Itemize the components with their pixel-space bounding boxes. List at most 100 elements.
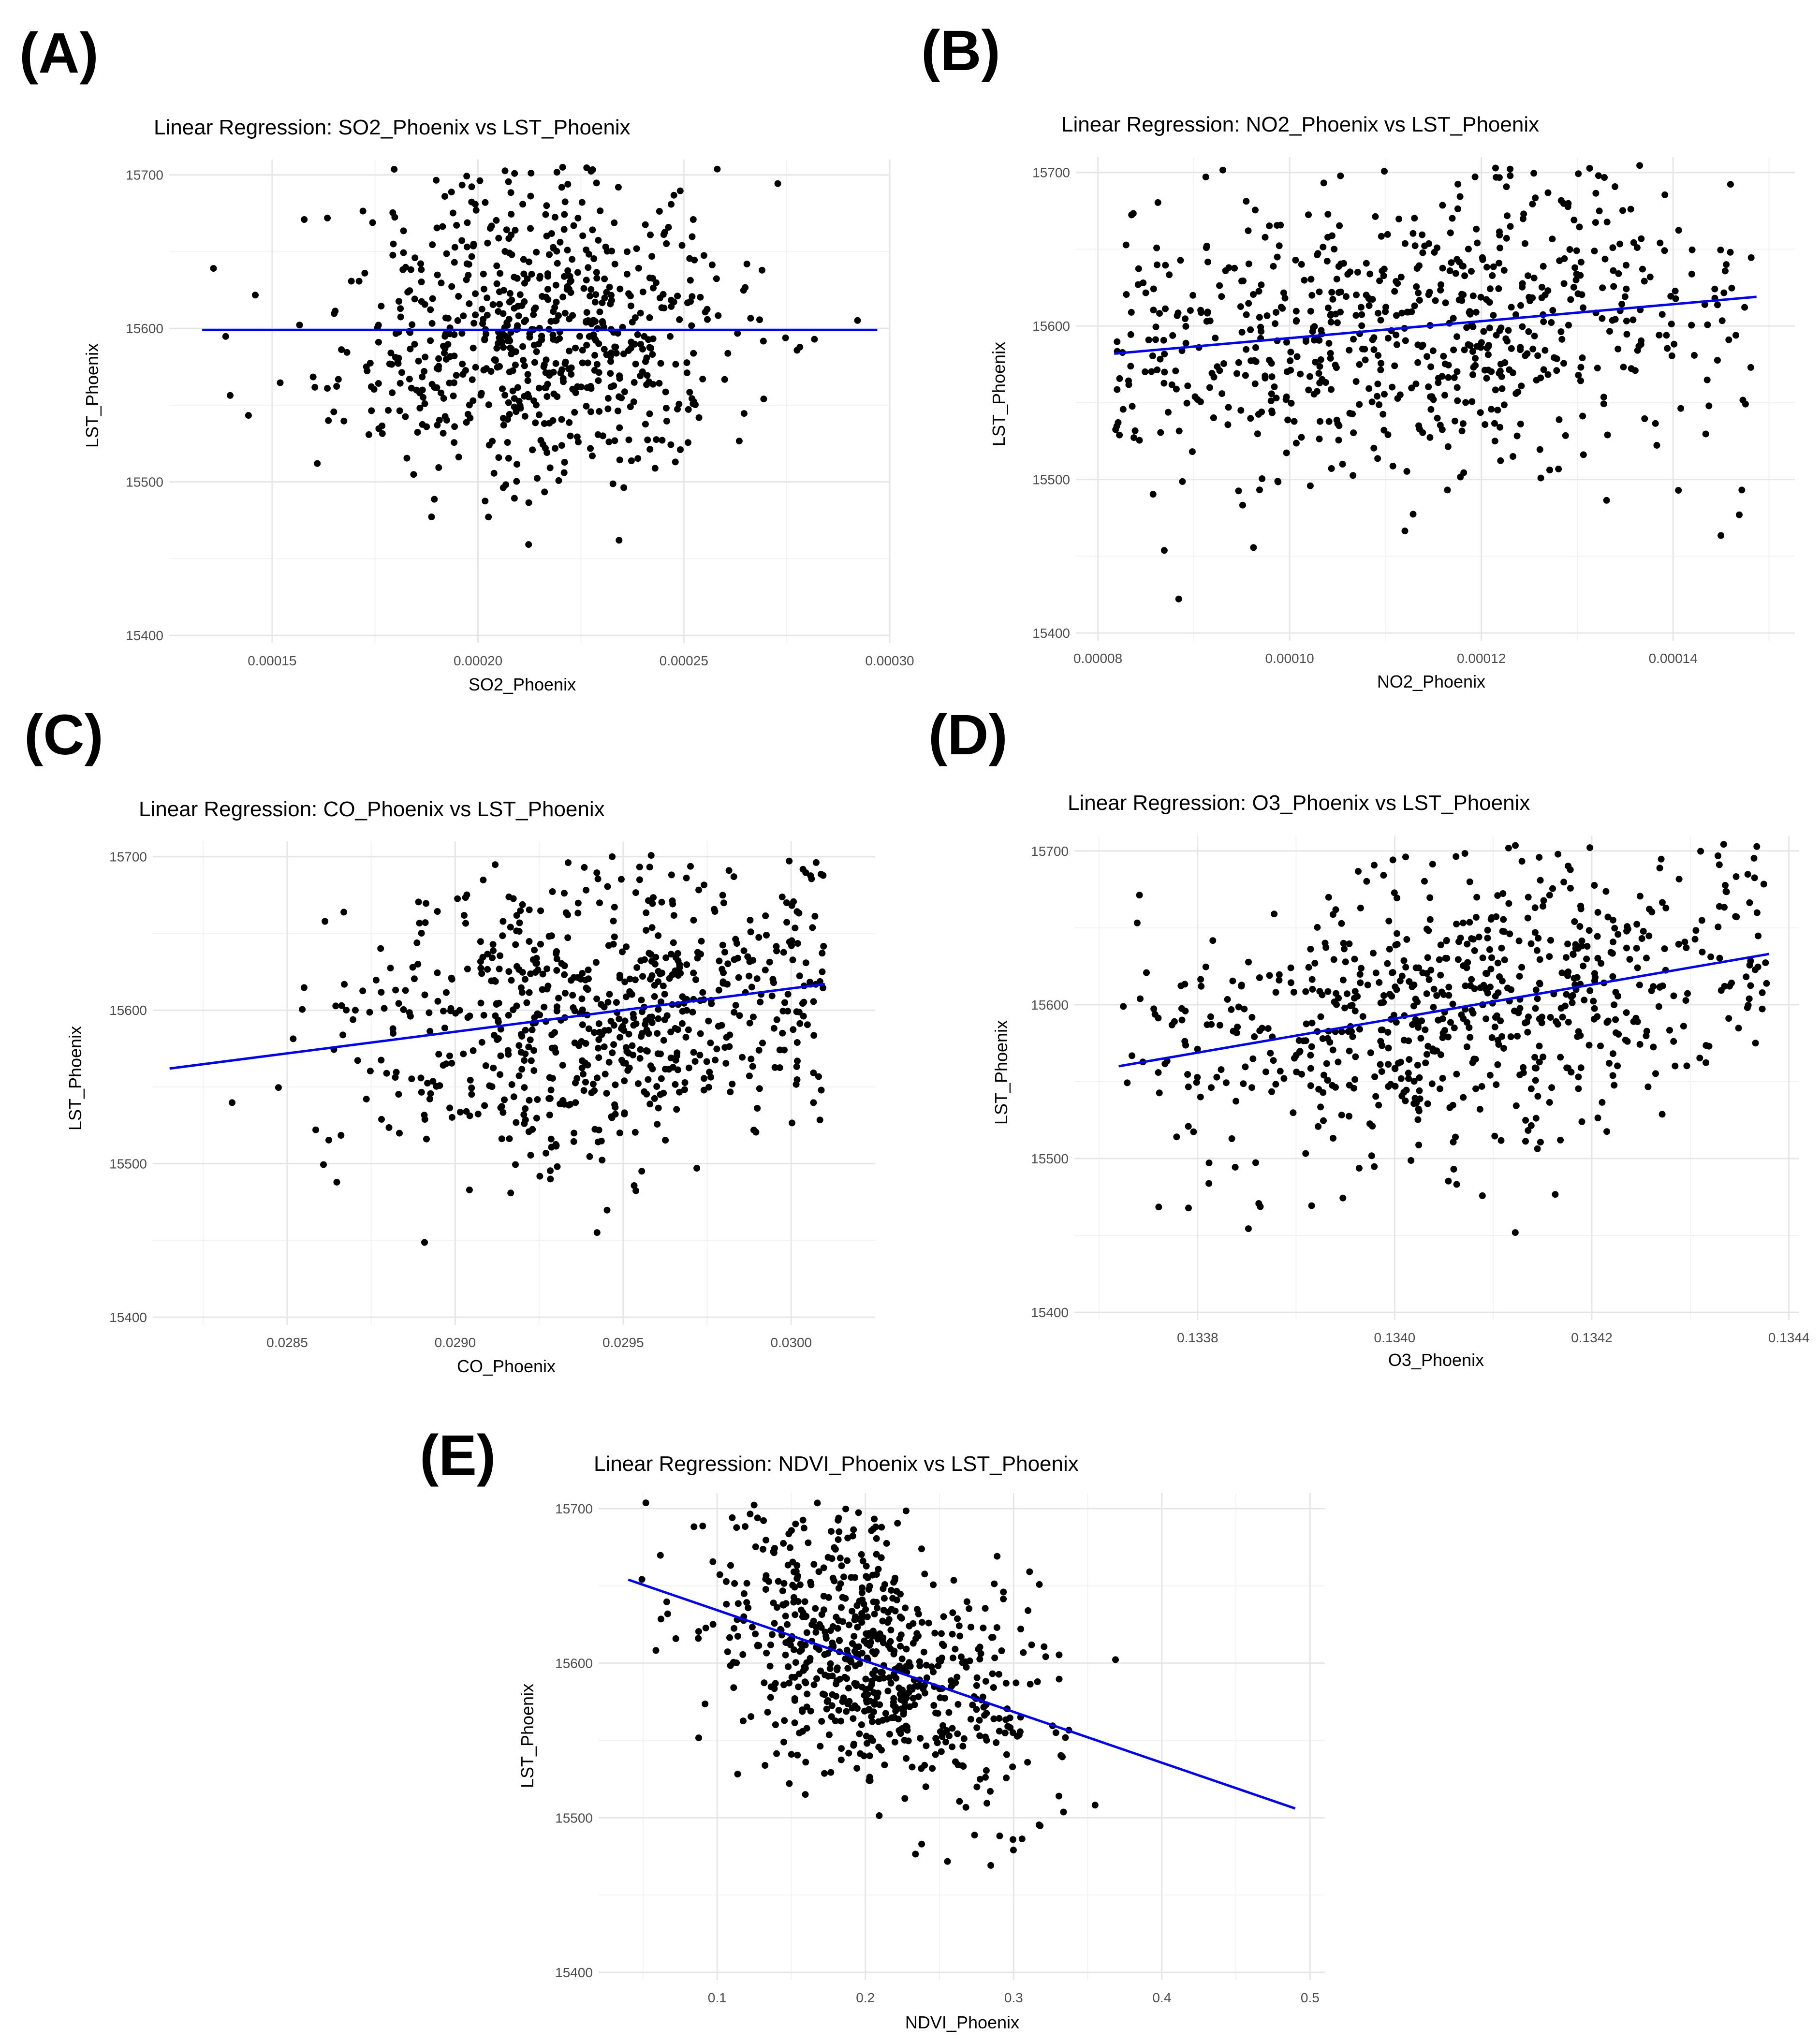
data-point-d: [1338, 1112, 1345, 1119]
data-point-d: [1342, 958, 1349, 966]
data-point-e: [792, 1611, 799, 1618]
data-point-c: [561, 890, 568, 897]
data-point-a: [612, 343, 619, 351]
data-point-e: [801, 1678, 808, 1686]
data-point-b: [1519, 283, 1526, 291]
data-point-c: [757, 998, 764, 1006]
data-point-d: [1536, 854, 1543, 861]
data-point-b: [1259, 475, 1266, 482]
data-point-e: [837, 1604, 845, 1611]
data-point-b: [1560, 280, 1568, 287]
data-point-c: [536, 1173, 543, 1180]
data-point-e: [885, 1642, 892, 1649]
data-point-a: [597, 207, 604, 215]
data-point-d: [1298, 1071, 1305, 1078]
data-point-a: [567, 278, 574, 285]
data-point-b: [1127, 331, 1134, 338]
data-point-e: [792, 1659, 799, 1666]
data-point-c: [795, 910, 803, 917]
data-point-a: [524, 371, 531, 378]
data-point-a: [583, 341, 590, 349]
data-point-c: [290, 1035, 297, 1042]
data-point-e: [820, 1564, 827, 1571]
data-point-b: [1498, 385, 1506, 392]
data-point-e: [990, 1684, 997, 1691]
data-point-e: [726, 1634, 733, 1641]
data-point-d: [1156, 1089, 1163, 1097]
data-point-c: [746, 1072, 753, 1080]
data-point-d: [1330, 1135, 1336, 1142]
data-point-d: [1332, 906, 1339, 913]
data-point-e: [949, 1725, 956, 1732]
data-point-a: [624, 248, 631, 255]
data-point-b: [1623, 262, 1629, 269]
data-point-a: [575, 439, 582, 446]
data-point-e: [1037, 1822, 1044, 1829]
data-point-a: [724, 350, 732, 357]
data-point-a: [642, 221, 649, 228]
data-point-a: [570, 222, 577, 229]
data-point-d: [1531, 929, 1539, 936]
data-point-c: [655, 1006, 662, 1013]
data-point-b: [1409, 230, 1417, 237]
data-point-a: [397, 305, 404, 312]
data-point-b: [1453, 256, 1461, 263]
data-point-e: [763, 1572, 770, 1579]
data-point-a: [616, 424, 623, 431]
data-point-a: [583, 277, 590, 284]
data-point-b: [1272, 320, 1279, 327]
data-point-a: [536, 273, 543, 280]
data-point-e: [816, 1646, 822, 1653]
data-point-a: [451, 379, 457, 386]
data-point-d: [1266, 972, 1273, 979]
data-point-c: [580, 1071, 587, 1078]
data-point-b: [1483, 264, 1490, 271]
data-point-d: [1417, 1035, 1424, 1042]
data-point-b: [1328, 386, 1335, 393]
data-point-a: [656, 208, 663, 215]
data-point-a: [644, 372, 651, 379]
data-point-a: [596, 408, 603, 415]
data-point-e: [763, 1537, 770, 1544]
data-point-c: [819, 968, 826, 975]
chart-title-c: Linear Regression: CO_Phoenix vs LST_Pho…: [139, 797, 605, 821]
data-point-c: [712, 1057, 719, 1064]
data-point-a: [543, 356, 550, 364]
data-point-a: [595, 377, 602, 384]
data-point-a: [222, 333, 229, 340]
data-point-a: [616, 372, 623, 380]
data-point-c: [705, 1017, 712, 1025]
data-point-e: [770, 1600, 777, 1607]
data-point-c: [547, 1086, 555, 1094]
data-point-c: [740, 947, 748, 954]
data-point-d: [1499, 890, 1507, 897]
data-point-a: [396, 380, 404, 387]
data-point-d: [1386, 945, 1393, 953]
data-point-d: [1594, 954, 1601, 962]
data-point-c: [794, 940, 801, 947]
data-point-a: [616, 456, 623, 464]
data-point-a: [676, 187, 684, 194]
data-point-e: [830, 1642, 837, 1649]
data-point-c: [713, 1045, 720, 1053]
data-point-a: [414, 429, 421, 436]
data-point-b: [1254, 430, 1261, 438]
data-point-c: [721, 1044, 729, 1051]
data-point-b: [1445, 362, 1452, 369]
data-point-d: [1643, 1032, 1650, 1040]
data-point-d: [1590, 998, 1597, 1005]
data-point-d: [1525, 1013, 1532, 1021]
data-point-b: [1245, 260, 1252, 267]
data-point-d: [1525, 894, 1532, 901]
data-point-b: [1621, 293, 1629, 300]
data-point-a: [589, 166, 596, 173]
data-point-e: [915, 1693, 922, 1701]
data-point-c: [780, 949, 787, 956]
data-point-e: [664, 1610, 671, 1617]
data-point-b: [1664, 345, 1671, 352]
data-point-d: [1400, 1089, 1408, 1096]
data-point-c: [531, 1014, 538, 1021]
data-point-b: [1419, 249, 1426, 256]
data-point-a: [396, 298, 402, 305]
data-point-a: [688, 322, 695, 329]
